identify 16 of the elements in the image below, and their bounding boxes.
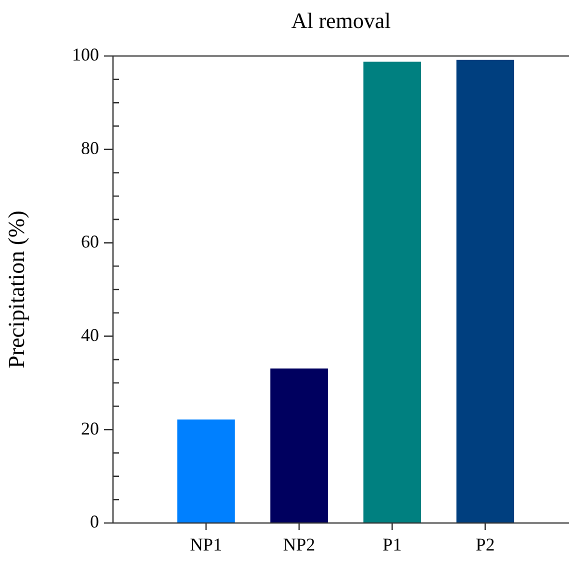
- x-tick-label: NP1: [190, 534, 222, 555]
- y-tick-label: 0: [90, 512, 99, 532]
- chart-title: Al removal: [291, 8, 391, 33]
- y-tick-label: 40: [81, 324, 99, 345]
- y-tick-label: 20: [81, 418, 99, 438]
- y-tick-label: 100: [72, 44, 99, 65]
- y-axis-title: Precipitation (%): [4, 210, 29, 368]
- y-tick-label: 80: [81, 138, 99, 158]
- y-tick-label: 60: [81, 232, 99, 252]
- x-tick-label: P1: [382, 534, 402, 555]
- x-tick-label: NP2: [283, 534, 316, 555]
- bar: [363, 62, 422, 523]
- x-tick-label: P2: [476, 534, 495, 555]
- bar: [456, 60, 514, 523]
- bar: [177, 419, 235, 523]
- bar: [270, 368, 328, 523]
